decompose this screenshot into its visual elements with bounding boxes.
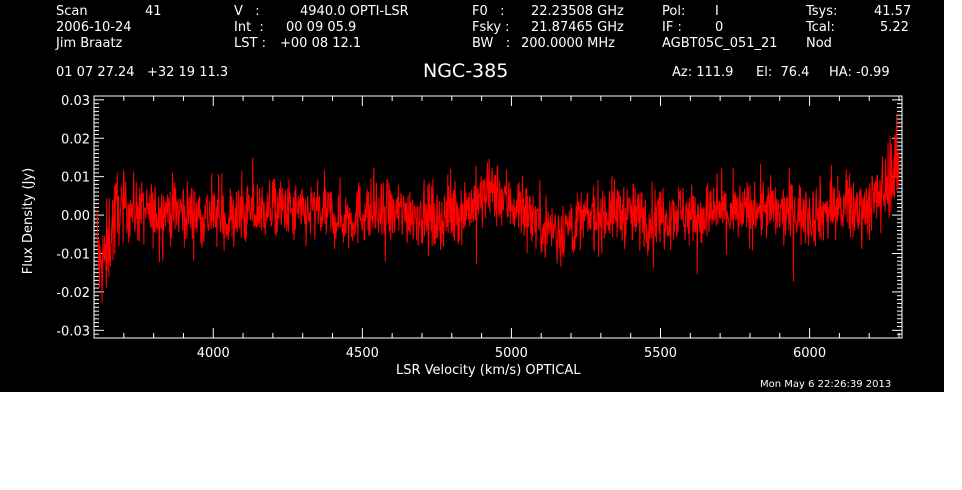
spectrum-panel: Scan 41 2006-10-24 Jim Braatz V : 4940.0… bbox=[0, 0, 944, 392]
f0-label: F0 : bbox=[472, 4, 505, 19]
source-name: NGC-385 bbox=[423, 60, 509, 82]
pol-value: I bbox=[715, 4, 719, 19]
y-axis-label: Flux Density (Jy) bbox=[21, 167, 36, 275]
lst-value: +00 08 12.1 bbox=[280, 36, 362, 51]
scan-value: 41 bbox=[145, 4, 162, 19]
flux-series-line bbox=[96, 113, 900, 303]
y-tick-label: 0.03 bbox=[61, 94, 90, 109]
bw-label: BW : bbox=[472, 36, 511, 51]
source-coordinates: 01 07 27.24 +32 19 11.3 bbox=[56, 65, 229, 80]
project-id: AGBT05C_051_21 bbox=[662, 36, 778, 51]
elevation: El: 76.4 bbox=[756, 65, 810, 80]
tsys-label: Tsys: bbox=[806, 4, 838, 19]
y-tick-label: 0.00 bbox=[61, 209, 90, 224]
velocity-label: V : bbox=[234, 4, 260, 19]
y-tick-label: -0.01 bbox=[56, 247, 90, 262]
fsky-label: Fsky : bbox=[472, 20, 510, 35]
azimuth: Az: 111.9 bbox=[672, 65, 734, 80]
y-tick-label: -0.03 bbox=[56, 324, 90, 339]
y-tick-label: -0.02 bbox=[56, 286, 90, 301]
spectrum-chart: 4000 4500 5000 5500 6000 -0.03 -0.02 -0.01 0.00 0… bbox=[56, 94, 903, 361]
tsys-value: 41.57 bbox=[874, 4, 912, 19]
lst-label: LST : bbox=[234, 36, 266, 51]
if-value: 0 bbox=[715, 20, 724, 35]
x-tick-label: 4000 bbox=[197, 346, 230, 361]
velocity-value: 4940.0 OPTI-LSR bbox=[300, 4, 409, 19]
pol-label: Pol: bbox=[662, 4, 686, 19]
scan-label: Scan bbox=[56, 4, 88, 19]
x-tick-label: 5000 bbox=[495, 346, 528, 361]
fsky-value: 21.87465 GHz bbox=[531, 20, 624, 35]
hour-angle: HA: -0.99 bbox=[829, 65, 890, 80]
plot-frame bbox=[93, 95, 903, 339]
x-axis-label: LSR Velocity (km/s) OPTICAL bbox=[396, 363, 581, 378]
x-tick-label: 6000 bbox=[793, 346, 826, 361]
tcal-value: 5.22 bbox=[880, 20, 909, 35]
x-tick-label: 5500 bbox=[644, 346, 677, 361]
y-tick-label: 0.01 bbox=[61, 171, 90, 186]
plot-timestamp: Mon May 6 22:26:39 2013 bbox=[760, 379, 892, 390]
integration-label: Int : bbox=[234, 20, 264, 35]
observer-name: Jim Braatz bbox=[56, 36, 123, 51]
f0-value: 22.23508 GHz bbox=[531, 4, 624, 19]
integration-value: 00 09 05.9 bbox=[286, 20, 357, 35]
bw-value: 200.0000 MHz bbox=[521, 36, 615, 51]
observing-mode: Nod bbox=[806, 36, 832, 51]
y-tick-label: 0.02 bbox=[61, 132, 90, 147]
obs-date: 2006-10-24 bbox=[56, 20, 132, 35]
tcal-label: Tcal: bbox=[806, 20, 835, 35]
if-label: IF : bbox=[662, 20, 682, 35]
x-tick-label: 4500 bbox=[346, 346, 379, 361]
